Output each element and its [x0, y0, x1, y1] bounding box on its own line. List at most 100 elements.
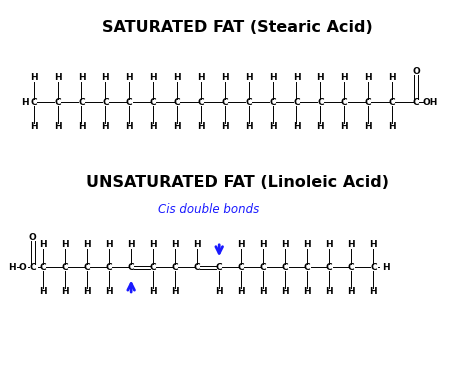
Text: C: C: [269, 98, 276, 107]
Text: C: C: [304, 263, 310, 272]
Text: H: H: [365, 74, 372, 82]
Text: C: C: [106, 263, 112, 272]
Text: C: C: [84, 263, 91, 272]
Text: C: C: [317, 98, 324, 107]
Text: C: C: [102, 98, 109, 107]
Text: C: C: [293, 98, 300, 107]
Text: UNSATURATED FAT (Linoleic Acid): UNSATURATED FAT (Linoleic Acid): [85, 176, 389, 190]
Text: H: H: [282, 287, 289, 296]
Text: H: H: [282, 240, 289, 250]
Text: H: H: [39, 240, 47, 250]
Text: C: C: [326, 263, 333, 272]
Text: C: C: [238, 263, 245, 272]
Text: H: H: [78, 74, 85, 82]
Text: H: H: [39, 287, 47, 296]
Text: H: H: [317, 122, 324, 131]
Text: H: H: [149, 287, 157, 296]
Text: OH: OH: [422, 98, 438, 107]
Text: H: H: [237, 287, 245, 296]
Text: H: H: [149, 240, 157, 250]
Text: C: C: [260, 263, 266, 272]
Text: C: C: [126, 98, 133, 107]
Text: H: H: [149, 122, 157, 131]
Text: H: H: [30, 74, 37, 82]
Text: C: C: [174, 98, 180, 107]
Text: H: H: [269, 122, 276, 131]
Text: O: O: [29, 233, 36, 242]
Text: H: H: [61, 287, 69, 296]
Text: C: C: [172, 263, 179, 272]
Text: H: H: [259, 240, 267, 250]
Text: H: H: [126, 122, 133, 131]
Text: H: H: [317, 74, 324, 82]
Text: H: H: [149, 74, 157, 82]
Text: H: H: [215, 287, 223, 296]
Text: SATURATED FAT (Stearic Acid): SATURATED FAT (Stearic Acid): [101, 20, 373, 35]
Text: H: H: [245, 122, 253, 131]
Text: H: H: [340, 122, 348, 131]
Text: H: H: [101, 74, 109, 82]
Text: H: H: [172, 287, 179, 296]
Text: H: H: [269, 74, 276, 82]
Text: C: C: [30, 98, 37, 107]
Text: H: H: [347, 240, 355, 250]
Text: H: H: [292, 74, 301, 82]
Text: O: O: [412, 67, 420, 75]
Text: C: C: [389, 98, 395, 107]
Text: H: H: [105, 287, 113, 296]
Text: H: H: [173, 122, 181, 131]
Text: H: H: [105, 240, 113, 250]
Text: C: C: [365, 98, 372, 107]
Text: H: H: [292, 122, 301, 131]
Text: H: H: [245, 74, 253, 82]
Text: C: C: [413, 98, 419, 107]
Text: H: H: [388, 122, 396, 131]
Text: H: H: [259, 287, 267, 296]
Text: C: C: [216, 263, 222, 272]
Text: C: C: [221, 98, 228, 107]
Text: C: C: [370, 263, 377, 272]
Text: H: H: [365, 122, 372, 131]
Text: C: C: [282, 263, 289, 272]
Text: C: C: [246, 98, 252, 107]
Text: H: H: [303, 287, 311, 296]
Text: C: C: [62, 263, 68, 272]
Text: H: H: [83, 287, 91, 296]
Text: C: C: [40, 263, 46, 272]
Text: C: C: [29, 263, 36, 272]
Text: H: H: [61, 240, 69, 250]
Text: H: H: [54, 74, 62, 82]
Text: H: H: [172, 240, 179, 250]
Text: C: C: [55, 98, 61, 107]
Text: C: C: [348, 263, 355, 272]
Text: H: H: [347, 287, 355, 296]
Text: H: H: [30, 122, 37, 131]
Text: H: H: [370, 240, 377, 250]
Text: H: H: [382, 263, 389, 272]
Text: H: H: [83, 240, 91, 250]
Text: C: C: [128, 263, 135, 272]
Text: H: H: [101, 122, 109, 131]
Text: H: H: [221, 122, 228, 131]
Text: H: H: [128, 240, 135, 250]
Text: Cis double bonds: Cis double bonds: [158, 203, 260, 216]
Text: O: O: [18, 263, 27, 272]
Text: H: H: [54, 122, 62, 131]
Text: H: H: [78, 122, 85, 131]
Text: C: C: [194, 263, 201, 272]
Text: H: H: [221, 74, 228, 82]
Text: C: C: [150, 98, 156, 107]
Text: H: H: [370, 287, 377, 296]
Text: H: H: [9, 263, 16, 272]
Text: H: H: [193, 240, 201, 250]
Text: H: H: [126, 74, 133, 82]
Text: H: H: [326, 240, 333, 250]
Text: H: H: [197, 74, 205, 82]
Text: C: C: [198, 98, 204, 107]
Text: H: H: [340, 74, 348, 82]
Text: C: C: [341, 98, 347, 107]
Text: C: C: [78, 98, 85, 107]
Text: H: H: [197, 122, 205, 131]
Text: H: H: [303, 240, 311, 250]
Text: H: H: [21, 98, 29, 107]
